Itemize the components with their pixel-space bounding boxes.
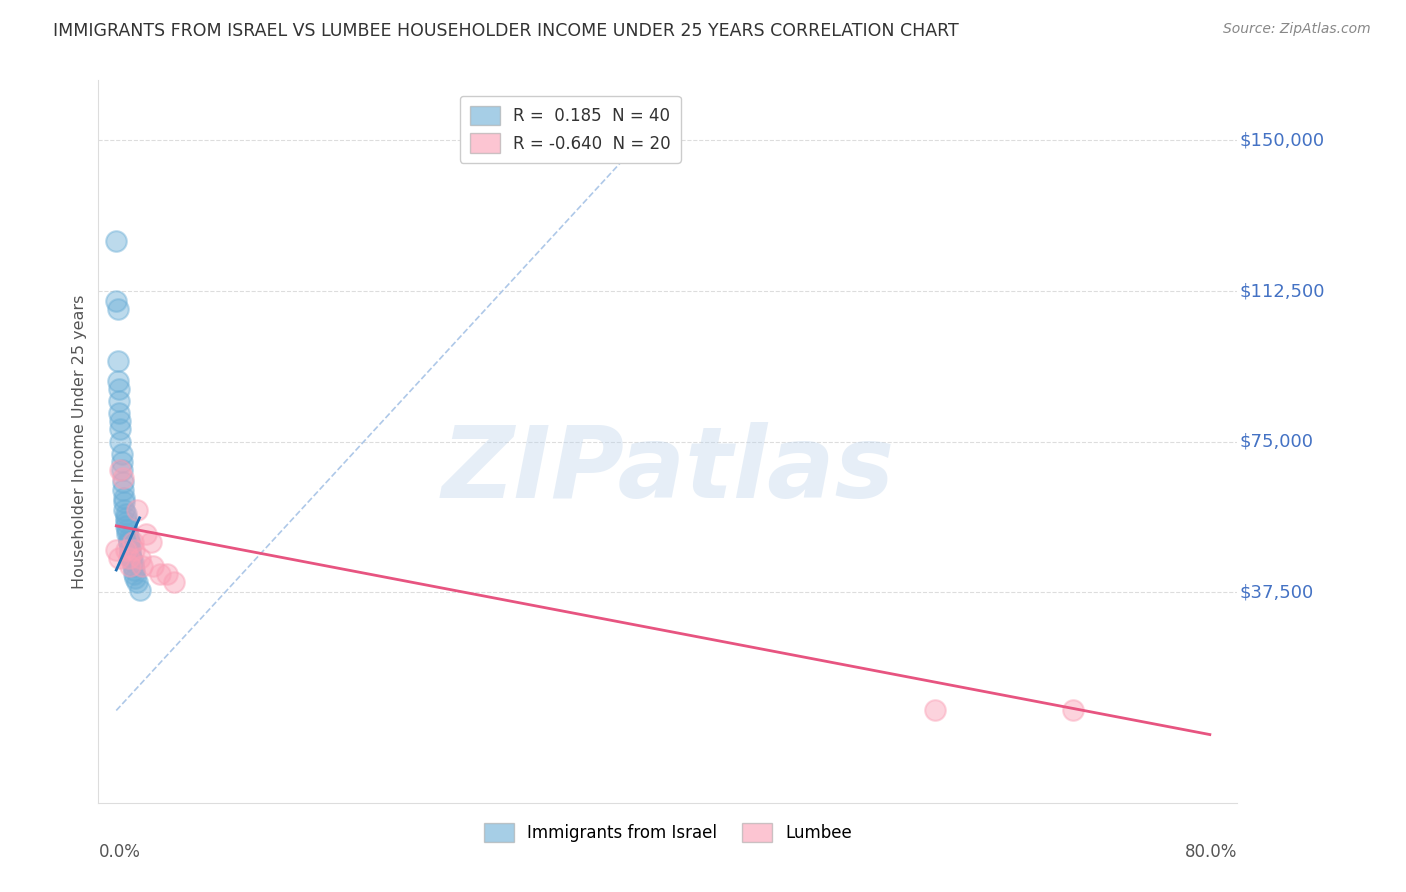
- Point: [115, 542, 138, 557]
- Point: [142, 558, 165, 573]
- Point: [107, 354, 129, 368]
- Point: [112, 483, 135, 497]
- Point: [112, 475, 135, 489]
- Point: [117, 531, 139, 545]
- Point: [118, 542, 141, 557]
- Point: [108, 382, 131, 396]
- Point: [1062, 703, 1084, 717]
- Point: [114, 502, 136, 516]
- Text: $37,500: $37,500: [1240, 583, 1313, 601]
- Point: [156, 567, 179, 582]
- Point: [111, 462, 134, 476]
- Point: [115, 510, 138, 524]
- Point: [135, 526, 157, 541]
- Point: [107, 301, 129, 316]
- Text: $112,500: $112,500: [1240, 282, 1324, 300]
- Point: [131, 558, 153, 573]
- Point: [115, 526, 138, 541]
- Point: [118, 558, 141, 573]
- Point: [114, 491, 136, 505]
- Point: [125, 502, 148, 516]
- Text: $75,000: $75,000: [1240, 433, 1313, 450]
- Point: [115, 518, 138, 533]
- Point: [128, 583, 150, 598]
- Point: [139, 534, 162, 549]
- Point: [122, 542, 145, 557]
- Text: $150,000: $150,000: [1240, 131, 1324, 150]
- Point: [117, 534, 139, 549]
- Point: [121, 558, 143, 573]
- Point: [110, 414, 132, 428]
- Point: [121, 555, 143, 569]
- Point: [128, 550, 150, 566]
- Point: [117, 550, 139, 566]
- Point: [122, 567, 145, 582]
- Point: [111, 454, 134, 468]
- Point: [118, 539, 141, 553]
- Point: [120, 550, 142, 566]
- Text: IMMIGRANTS FROM ISRAEL VS LUMBEE HOUSEHOLDER INCOME UNDER 25 YEARS CORRELATION C: IMMIGRANTS FROM ISRAEL VS LUMBEE HOUSEHO…: [53, 22, 959, 40]
- Point: [105, 234, 128, 248]
- Point: [114, 494, 136, 508]
- Point: [112, 470, 135, 484]
- Point: [118, 547, 141, 561]
- Point: [108, 394, 131, 409]
- Point: [115, 507, 138, 521]
- Point: [107, 374, 129, 388]
- Point: [122, 563, 145, 577]
- Point: [110, 434, 132, 449]
- Point: [124, 571, 146, 585]
- Text: ZIPatlas: ZIPatlas: [441, 422, 894, 519]
- Point: [121, 534, 143, 549]
- Point: [924, 703, 946, 717]
- Point: [149, 567, 172, 582]
- Text: 80.0%: 80.0%: [1185, 843, 1237, 861]
- Point: [115, 515, 138, 529]
- Y-axis label: Householder Income Under 25 years: Householder Income Under 25 years: [72, 294, 87, 589]
- Point: [105, 542, 128, 557]
- Point: [115, 523, 138, 537]
- Legend: Immigrants from Israel, Lumbee: Immigrants from Israel, Lumbee: [477, 816, 859, 848]
- Point: [125, 574, 148, 589]
- Point: [110, 422, 132, 436]
- Text: Source: ZipAtlas.com: Source: ZipAtlas.com: [1223, 22, 1371, 37]
- Point: [108, 406, 131, 420]
- Point: [163, 574, 186, 589]
- Point: [120, 550, 142, 566]
- Text: 0.0%: 0.0%: [98, 843, 141, 861]
- Point: [105, 293, 128, 308]
- Point: [108, 550, 131, 566]
- Point: [110, 462, 132, 476]
- Point: [111, 446, 134, 460]
- Point: [117, 534, 139, 549]
